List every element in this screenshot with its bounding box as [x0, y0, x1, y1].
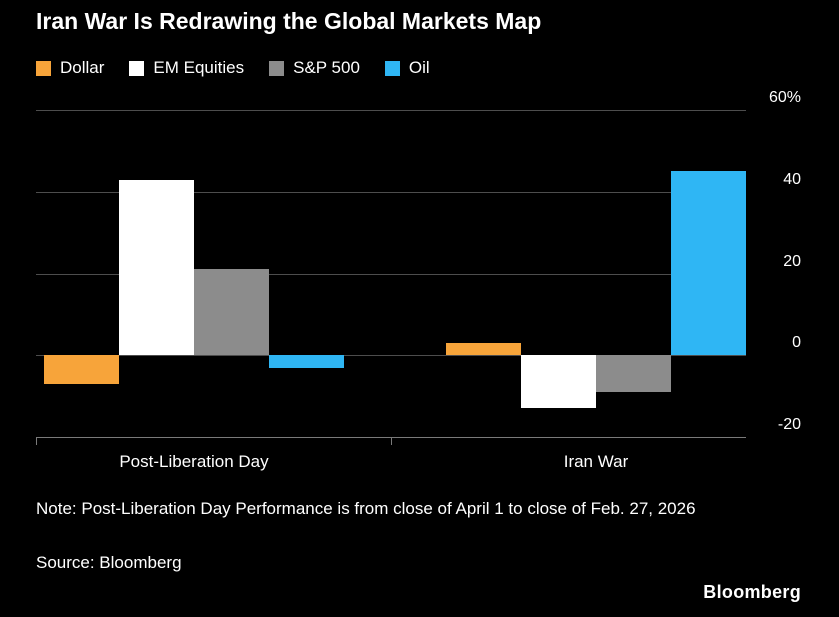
note-text: Note: Post-Liberation Day Performance is… [36, 499, 696, 518]
legend-item-dollar: Dollar [36, 58, 104, 78]
x-category-label-iran-war: Iran War [563, 452, 629, 471]
legend-swatch-em-equities-icon [129, 60, 145, 76]
bar-post-liberation-day-em-equities [119, 179, 194, 356]
bar-iran-war-dollar [446, 343, 521, 356]
y-tick-label-60: 60% [768, 89, 801, 106]
bar-post-liberation-day-oil [269, 355, 344, 368]
x-category-label-post-liberation-day: Post-Liberation Day [119, 452, 269, 471]
source-text: Source: Bloomberg [36, 553, 182, 572]
legend-item-em-equities: EM Equities [129, 58, 244, 78]
gridline-0 [36, 355, 746, 357]
y-tick-label-20: 20 [783, 252, 801, 270]
gridline-20 [36, 273, 746, 275]
legend-label-oil: Oil [408, 58, 430, 77]
bar-post-liberation-day-s-p-500 [194, 269, 269, 356]
y-tick-label--20: -20 [777, 416, 801, 433]
bar-iran-war-em-equities [521, 355, 596, 409]
plot-area [36, 110, 746, 445]
gridline-40 [36, 191, 746, 193]
gridline-60 [36, 110, 746, 111]
y-axis-labels: 60% 40 20 0 -20 [746, 89, 804, 437]
legend: Dollar EM Equities S&P 500 Oil [36, 58, 430, 78]
legend-item-s-p-500: S&P 500 [269, 58, 360, 78]
x-axis-tick-1 [391, 437, 392, 445]
legend-swatch-oil-icon [384, 60, 400, 76]
y-tick-label-0: 0 [792, 334, 801, 352]
bloomberg-logo: Bloomberg [703, 582, 801, 602]
legend-item-oil: Oil [384, 58, 430, 78]
y-tick-label-40: 40 [783, 170, 801, 188]
bar-iran-war-s-p-500 [596, 355, 671, 393]
legend-label-em-equities: EM Equities [153, 58, 245, 77]
legend-swatch-s-p-500-icon [269, 60, 285, 76]
legend-label-dollar: Dollar [60, 58, 105, 77]
bar-iran-war-oil [671, 171, 746, 356]
bar-post-liberation-day-dollar [44, 355, 119, 384]
legend-label-s-p-500: S&P 500 [293, 58, 360, 77]
x-axis-tick-0 [36, 437, 37, 445]
legend-swatch-dollar-icon [36, 60, 51, 76]
chart-title: Iran War Is Redrawing the Global Markets… [36, 8, 542, 34]
